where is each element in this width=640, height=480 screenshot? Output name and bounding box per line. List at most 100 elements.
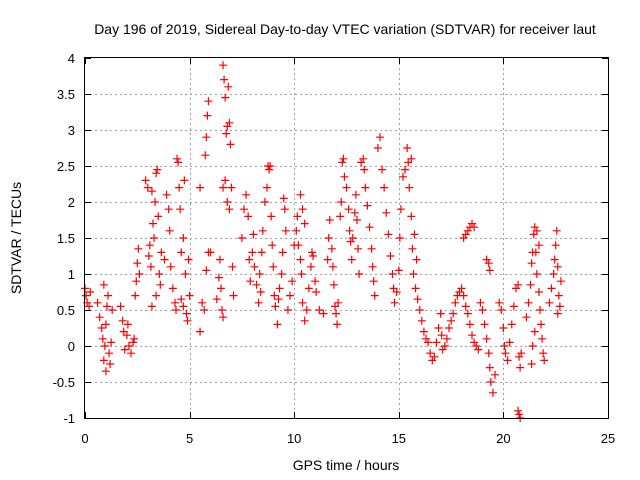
data-point-marker [514, 280, 523, 289]
y-tick-label: -1 [63, 411, 75, 426]
data-point-marker [507, 320, 516, 329]
data-point-marker [177, 295, 186, 304]
data-point-marker [222, 129, 231, 138]
y-tick-label: 3 [68, 123, 75, 138]
data-point-marker [351, 190, 360, 199]
data-point-marker [530, 327, 539, 336]
data-point-marker [206, 248, 215, 257]
data-point-marker [154, 212, 163, 221]
data-point-marker [300, 316, 309, 325]
data-point-marker [428, 356, 437, 365]
data-point-marker [177, 248, 186, 257]
data-point-marker [176, 205, 185, 214]
data-point-marker [538, 334, 547, 343]
data-point-marker [369, 277, 378, 286]
y-tick-label: -0.5 [53, 375, 75, 390]
data-point-marker [509, 302, 518, 311]
data-point-marker [478, 306, 487, 314]
data-point-marker [294, 241, 303, 250]
data-point-marker [323, 255, 332, 264]
data-point-marker [539, 349, 548, 358]
data-point-marker [445, 324, 454, 332]
data-point-marker [515, 352, 524, 361]
data-point-marker [283, 306, 292, 314]
data-point-marker [219, 183, 228, 192]
data-point-marker [463, 309, 472, 318]
data-point-marker [396, 205, 405, 214]
data-point-marker [157, 248, 166, 257]
data-point-marker [227, 183, 236, 192]
data-point-marker [101, 320, 110, 329]
data-point-marker [515, 410, 524, 419]
data-point-marker [141, 176, 150, 185]
data-point-marker [556, 277, 565, 286]
data-point-marker [98, 334, 107, 343]
data-point-marker [278, 248, 287, 257]
data-point-marker [468, 331, 477, 340]
data-point-marker [273, 320, 282, 329]
data-point-marker [151, 198, 160, 206]
data-point-marker [175, 183, 184, 192]
data-point-marker [410, 230, 419, 239]
data-point-marker [216, 284, 225, 293]
data-point-marker [472, 342, 481, 350]
data-point-marker [203, 111, 212, 120]
data-point-marker [244, 212, 253, 221]
data-point-marker [344, 205, 353, 214]
data-point-marker [237, 234, 246, 242]
data-point-marker [430, 352, 439, 361]
data-point-marker [408, 244, 417, 253]
data-point-marker [352, 216, 361, 224]
data-point-marker [497, 306, 506, 314]
data-point-marker [145, 241, 154, 250]
data-point-marker [185, 291, 194, 300]
data-point-marker [359, 154, 368, 163]
data-point-marker [219, 313, 228, 322]
data-point-marker [229, 291, 238, 300]
data-point-marker [332, 309, 341, 318]
data-point-marker [100, 342, 109, 350]
data-point-marker [271, 302, 280, 311]
data-point-marker [549, 270, 558, 278]
y-tick-label: 0 [68, 339, 75, 354]
data-point-marker [275, 284, 284, 293]
data-point-marker [204, 97, 213, 106]
data-point-marker [202, 266, 211, 275]
data-point-marker [382, 208, 391, 217]
data-point-marker [394, 266, 403, 275]
data-point-marker [127, 349, 136, 358]
data-point-marker [398, 172, 407, 181]
data-point-marker [133, 259, 142, 268]
data-point-marker [223, 198, 232, 206]
data-point-marker [263, 183, 272, 192]
data-point-marker [173, 154, 182, 163]
data-point-marker [411, 284, 420, 293]
data-point-marker [214, 273, 223, 282]
data-point-marker [447, 316, 456, 325]
data-point-marker [155, 270, 164, 278]
data-point-marker [281, 226, 290, 235]
data-point-marker [296, 190, 305, 199]
data-point-marker [424, 338, 433, 347]
data-point-marker [148, 219, 157, 228]
data-point-marker [484, 259, 493, 268]
data-point-marker [413, 295, 422, 304]
data-point-marker [434, 324, 443, 332]
data-point-marker [268, 241, 277, 250]
data-point-marker [552, 226, 561, 235]
data-point-marker [239, 205, 248, 214]
data-point-marker [554, 291, 563, 300]
data-point-marker [274, 295, 283, 304]
data-point-marker [162, 190, 171, 199]
data-point-marker [401, 165, 410, 174]
data-point-marker [409, 270, 418, 278]
data-point-marker [93, 298, 102, 307]
data-point-marker [258, 226, 267, 235]
data-point-marker [156, 280, 165, 289]
data-point-marker [85, 302, 94, 311]
data-point-marker [99, 280, 108, 289]
data-point-marker [228, 262, 237, 271]
data-point-marker [527, 360, 536, 368]
data-point-marker [174, 158, 183, 167]
data-point-marker [526, 280, 535, 289]
